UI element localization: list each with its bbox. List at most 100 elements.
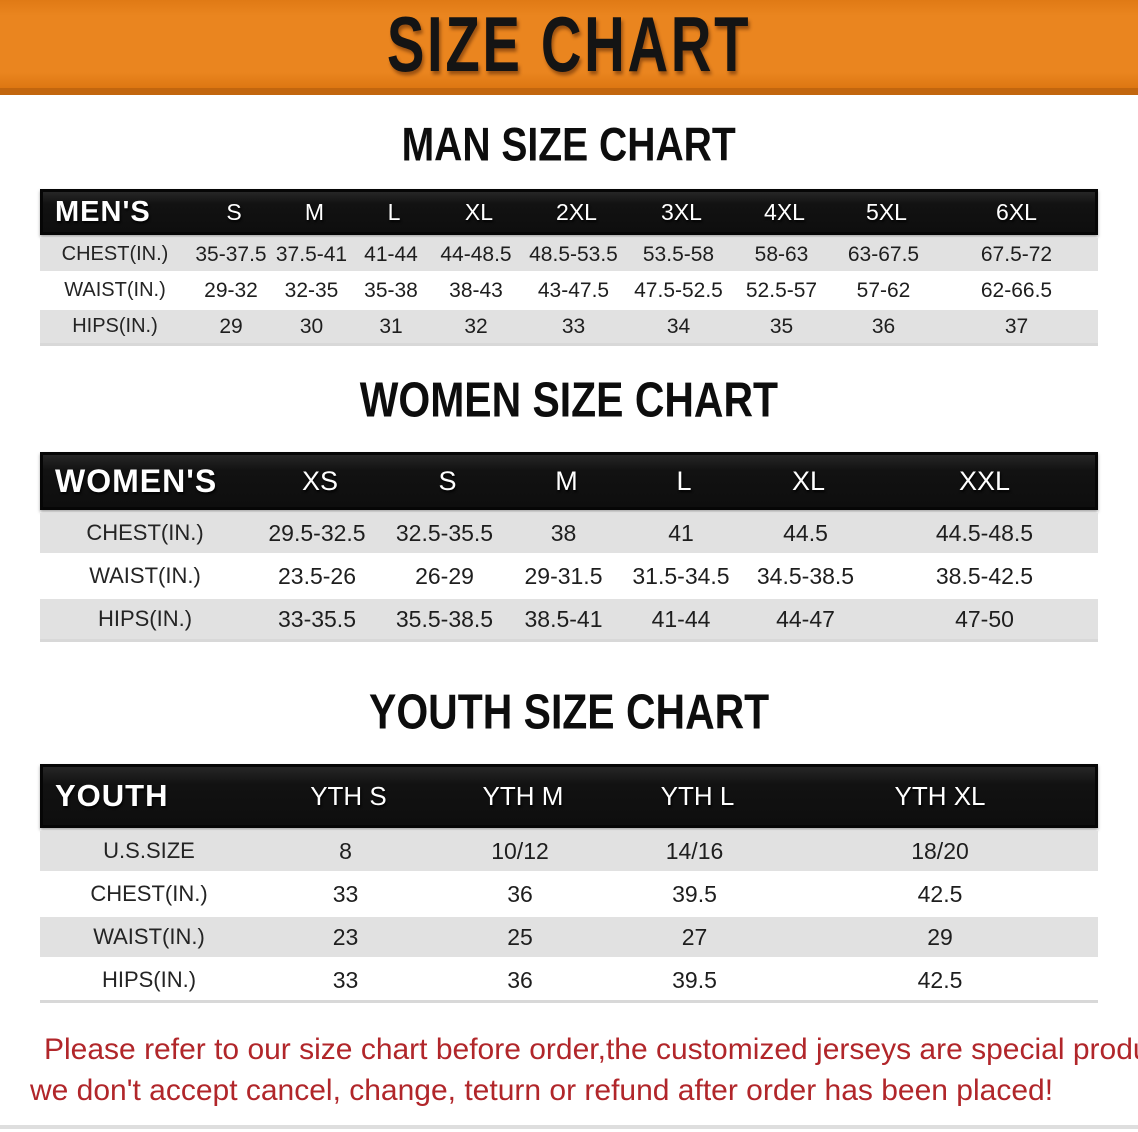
size-value: 67.5-72 [980, 242, 1053, 266]
women-section-title: WOMEN SIZE CHART [0, 373, 1138, 428]
size-value: 18/20 [911, 837, 969, 864]
size-value: 38.5-41 [524, 605, 603, 632]
youth-section-title: YOUTH SIZE CHART [0, 685, 1138, 740]
size-value: 38.5-42.5 [935, 562, 1034, 589]
size-value: 10/12 [491, 837, 549, 864]
size-value: 30 [299, 314, 324, 338]
size-value: 63-67.5 [847, 242, 920, 266]
size-value: 44.5 [783, 519, 828, 546]
size-value: 43-47.5 [537, 278, 610, 302]
column-header: S [438, 465, 457, 496]
men-section-title: MAN SIZE CHART [0, 118, 1138, 171]
policy-line-1: Please refer to our size chart before or… [44, 1033, 1138, 1066]
women-chest-row: CHEST(IN.) 29.5-32.5 32.5-35.5 38 41 44.… [40, 513, 1098, 553]
size-value: 35-38 [364, 278, 418, 302]
size-value: 53.5-58 [642, 242, 715, 266]
size-value: 52.5-57 [745, 278, 818, 302]
size-value: 39.5 [672, 966, 717, 993]
youth-header-label: YOUTH [55, 778, 169, 813]
size-value: 32 [464, 314, 488, 338]
row-label: CHEST(IN.) [86, 520, 204, 545]
column-header: 2XL [556, 198, 597, 225]
size-value: 29 [927, 923, 953, 950]
column-header: M [304, 198, 325, 225]
policy-line-2: we don't accept cancel, change, teturn o… [30, 1074, 1054, 1107]
size-value: 35.5-38.5 [395, 605, 494, 632]
size-value: 27 [681, 923, 708, 950]
size-value: 35 [769, 314, 794, 338]
column-header: YTH M [482, 780, 564, 811]
size-value: 34.5-38.5 [756, 562, 855, 589]
women-waist-row: WAIST(IN.) 23.5-26 26-29 29-31.5 31.5-34… [40, 556, 1098, 596]
size-value: 33 [332, 880, 359, 907]
row-label: CHEST(IN.) [61, 243, 169, 265]
women-header-label: WOMEN'S [55, 462, 218, 499]
order-policy-note: Please refer to our size chart before or… [30, 1029, 1138, 1111]
size-value: 36 [507, 880, 533, 907]
youth-table-header-row: YOUTH YTH S YTH M YTH L YTH XL [40, 764, 1098, 828]
youth-waist-row: WAIST(IN.) 23 25 27 29 [40, 917, 1098, 957]
column-header: XXL [958, 465, 1011, 496]
size-value: 47.5-52.5 [634, 278, 723, 302]
youth-hips-row: HIPS(IN.) 33 36 39.5 42.5 [40, 960, 1098, 1000]
column-header: S [226, 198, 242, 225]
size-value: 44-48.5 [440, 242, 512, 266]
column-header: L [387, 198, 401, 225]
size-value: 32.5-35.5 [395, 519, 494, 546]
row-label: HIPS(IN.) [72, 315, 158, 337]
column-header: YTH S [310, 780, 387, 811]
size-value: 33-35.5 [277, 605, 356, 632]
size-value: 44.5-48.5 [935, 519, 1034, 546]
size-value: 39.5 [672, 880, 717, 907]
size-value: 58-63 [754, 242, 809, 266]
size-value: 36 [871, 314, 896, 338]
size-value: 23 [332, 923, 359, 950]
size-value: 31.5-34.5 [632, 562, 730, 589]
size-value: 34 [666, 314, 691, 338]
column-header: L [676, 465, 692, 496]
men-chest-row: CHEST(IN.) 35-37.5 37.5-41 41-44 44-48.5… [40, 238, 1098, 271]
size-value: 14/16 [665, 837, 724, 864]
size-value: 57-62 [856, 278, 911, 302]
row-label: HIPS(IN.) [97, 606, 193, 631]
bottom-edge-divider [0, 1125, 1138, 1129]
banner-title: SIZE CHART [386, 0, 752, 88]
size-chart-banner: SIZE CHART [0, 0, 1138, 95]
women-hips-row: HIPS(IN.) 33-35.5 35.5-38.5 38.5-41 41-4… [40, 599, 1098, 639]
column-header: 6XL [996, 198, 1037, 225]
size-value: 33 [332, 966, 359, 993]
men-section-title-text: MAN SIZE CHART [401, 118, 737, 171]
size-value: 47-50 [955, 605, 1014, 632]
women-section-title-text: WOMEN SIZE CHART [359, 373, 779, 428]
size-value: 23.5-26 [277, 562, 356, 589]
size-value: 26-29 [415, 562, 474, 589]
size-value: 8 [339, 837, 352, 864]
column-header: 5XL [866, 198, 907, 225]
size-value: 41-44 [364, 242, 418, 266]
column-header: YTH L [660, 780, 735, 811]
men-table-header-row: MEN'S S M L XL 2XL 3XL 4XL 5XL 6XL [40, 189, 1098, 235]
men-header-label: MEN'S [55, 195, 151, 228]
size-value: 32-35 [284, 278, 339, 302]
men-size-table: MEN'S S M L XL 2XL 3XL 4XL 5XL 6XL CHEST… [40, 189, 1098, 346]
youth-ussize-row: U.S.SIZE 8 10/12 14/16 18/20 [40, 831, 1098, 871]
men-hips-row: HIPS(IN.) 29 30 31 32 33 34 35 36 37 [40, 310, 1098, 343]
youth-size-table: YOUTH YTH S YTH M YTH L YTH XL U.S.SIZE … [40, 764, 1098, 1003]
size-value: 36 [507, 966, 533, 993]
column-header: 3XL [661, 198, 702, 225]
row-label: U.S.SIZE [103, 838, 195, 863]
size-value: 41-44 [651, 605, 711, 632]
size-value: 48.5-53.5 [529, 242, 618, 266]
row-label: HIPS(IN.) [101, 967, 197, 992]
column-header: XL [464, 198, 494, 225]
men-section: MAN SIZE CHART MEN'S S M L XL 2XL 3XL 4X… [0, 118, 1138, 346]
size-value: 38 [550, 519, 577, 546]
row-label: CHEST(IN.) [90, 881, 208, 906]
size-value: 42.5 [917, 880, 963, 907]
size-value: 44-47 [776, 605, 835, 632]
size-value: 35-37.5 [195, 242, 267, 266]
youth-section: YOUTH SIZE CHART YOUTH YTH S YTH M YTH L… [0, 685, 1138, 1003]
size-value: 29 [219, 314, 243, 338]
women-section: WOMEN SIZE CHART WOMEN'S XS S M L XL XXL… [0, 373, 1138, 642]
column-header: YTH XL [894, 780, 986, 811]
